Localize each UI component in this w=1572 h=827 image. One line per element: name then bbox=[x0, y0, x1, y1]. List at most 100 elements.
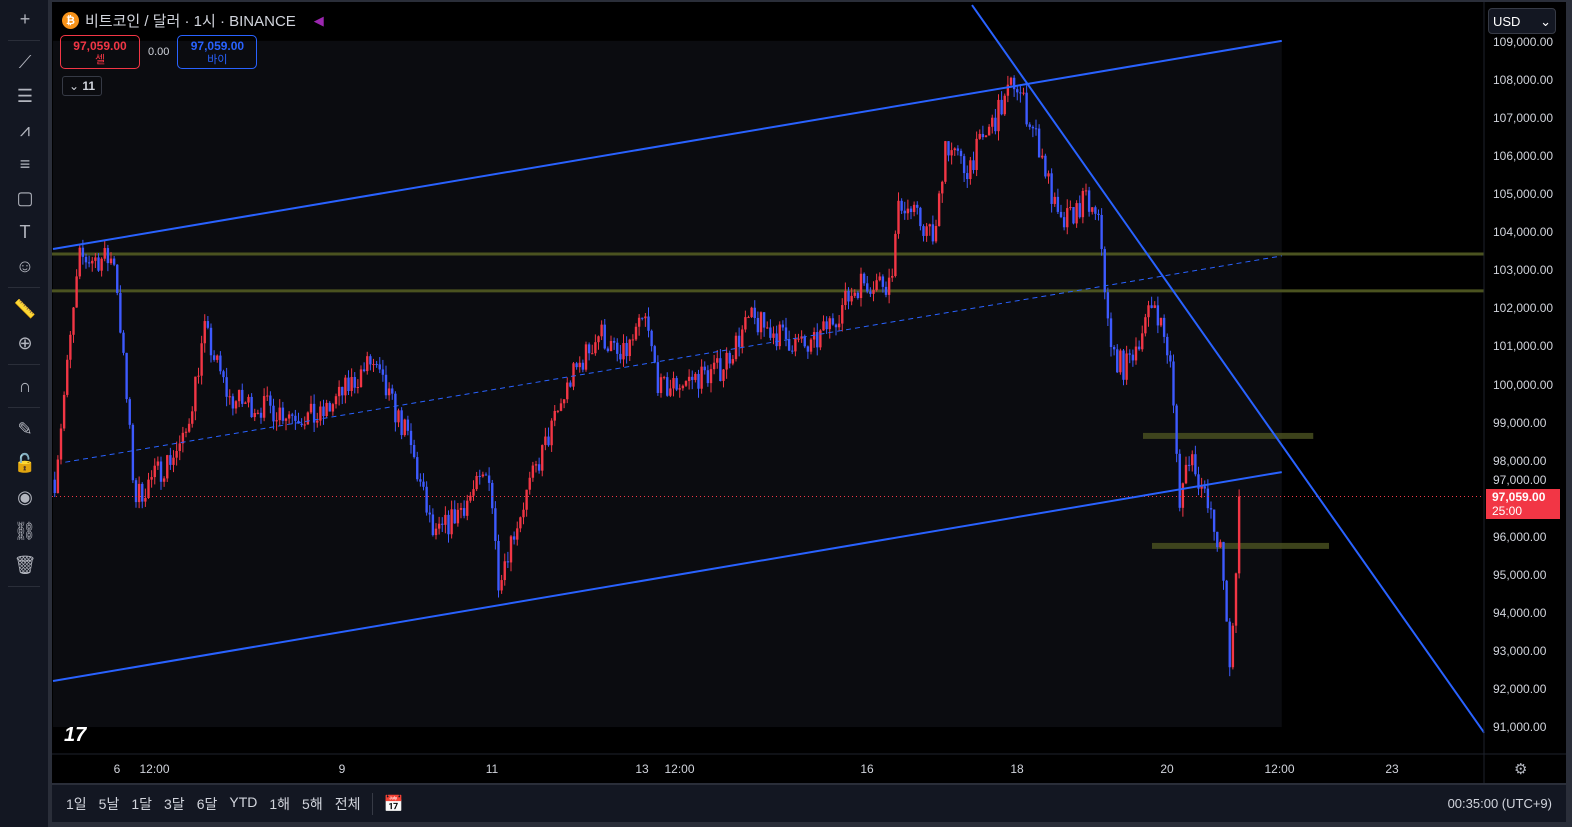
currency-select[interactable]: USD ⌄ bbox=[1488, 8, 1556, 34]
candle-body bbox=[744, 317, 747, 330]
candle-body bbox=[441, 523, 444, 525]
candle-body bbox=[1212, 509, 1216, 532]
clock[interactable]: 00:35:00 (UTC+9) bbox=[1447, 796, 1552, 811]
candle-body bbox=[909, 208, 913, 213]
shape-icon[interactable]: ▢ bbox=[16, 187, 34, 208]
trash-icon[interactable]: 🗑 bbox=[13, 554, 37, 575]
candle-body bbox=[559, 403, 563, 411]
candle-body bbox=[956, 148, 960, 151]
time-tick: 12:00 bbox=[664, 762, 695, 776]
candle-body bbox=[781, 324, 785, 328]
candle-body bbox=[206, 321, 210, 328]
lock-icon[interactable]: 🔓 bbox=[13, 452, 37, 473]
candle-body bbox=[953, 148, 956, 151]
zone-box bbox=[1143, 432, 1314, 439]
range-button[interactable]: 5해 bbox=[302, 795, 323, 812]
trend-line bbox=[52, 471, 1282, 683]
crosshair-icon[interactable]: + bbox=[19, 8, 31, 29]
fib-icon[interactable]: ☰ bbox=[16, 85, 34, 106]
candle-body bbox=[97, 257, 100, 271]
goto-date-icon[interactable]: 📅 bbox=[383, 795, 404, 813]
candle-body bbox=[928, 224, 931, 227]
share-icon[interactable]: ◀ bbox=[313, 12, 324, 28]
candle-body bbox=[1069, 207, 1072, 209]
buy-price: 97,059.00 bbox=[190, 39, 245, 53]
candle-body bbox=[975, 138, 978, 170]
zone-box bbox=[1152, 542, 1329, 549]
candle-body bbox=[141, 483, 144, 502]
range-button[interactable]: 전체 bbox=[334, 795, 361, 812]
range-button[interactable]: YTD bbox=[229, 793, 258, 810]
divider bbox=[8, 407, 40, 408]
trend-line-icon[interactable]: ⟋ bbox=[18, 51, 32, 72]
candle-body bbox=[1178, 453, 1181, 508]
candle-body bbox=[250, 396, 253, 418]
text-icon[interactable]: T bbox=[19, 221, 31, 242]
symbol-title[interactable]: 비트코인 / 달러 · 1시 · BINANCE bbox=[85, 13, 296, 30]
bitcoin-icon: ₿ bbox=[62, 12, 79, 29]
candle-body bbox=[397, 410, 400, 423]
buy-button[interactable]: 97,059.00 바이 bbox=[177, 35, 258, 69]
candle-body bbox=[394, 393, 397, 423]
candle-body bbox=[391, 388, 394, 394]
candle-body bbox=[722, 369, 725, 381]
candle-body bbox=[309, 403, 313, 413]
candle-body bbox=[406, 419, 410, 431]
candle-body bbox=[197, 375, 200, 377]
candle-body bbox=[762, 312, 766, 328]
range-button[interactable]: 6달 bbox=[196, 795, 218, 812]
candle-body bbox=[434, 528, 438, 536]
range-button[interactable]: 1일 bbox=[66, 795, 87, 812]
candle-body bbox=[687, 376, 691, 382]
range-button[interactable]: 3달 bbox=[164, 795, 185, 812]
candle-body bbox=[875, 280, 878, 291]
chart-pane[interactable]: ₿ 비트코인 / 달러 · 1시 · BINANCE ◀ 97,059.00 셀 … bbox=[52, 2, 1566, 783]
gear-icon[interactable]: ⚙ bbox=[1514, 761, 1528, 778]
forecast-icon[interactable]: ≡ bbox=[19, 153, 31, 174]
zoom-in-icon[interactable]: ⊕ bbox=[17, 332, 33, 353]
candle-body bbox=[334, 396, 338, 405]
candle-body bbox=[981, 133, 985, 138]
candle-body bbox=[584, 344, 588, 370]
candle-body bbox=[1122, 350, 1125, 380]
candle-body bbox=[812, 332, 816, 340]
candle-body bbox=[181, 432, 185, 444]
candle-body bbox=[500, 580, 503, 591]
candle-body bbox=[987, 126, 991, 136]
range-button[interactable]: 1해 bbox=[269, 795, 291, 812]
sell-button[interactable]: 97,059.00 셀 bbox=[60, 35, 140, 69]
candle-body bbox=[1144, 317, 1147, 334]
candle-body bbox=[684, 381, 688, 386]
price-tick: 95,000.00 bbox=[1493, 567, 1547, 582]
candle-body bbox=[606, 348, 610, 352]
time-tick: 12:00 bbox=[139, 762, 170, 776]
candle-body bbox=[419, 479, 422, 482]
pattern-icon[interactable]: ⩘ bbox=[19, 119, 31, 140]
eye-icon[interactable]: ◉ bbox=[17, 486, 33, 507]
candle-body bbox=[575, 363, 578, 368]
candle-body bbox=[450, 509, 453, 535]
range-button[interactable]: 5날 bbox=[98, 795, 120, 812]
link-icon[interactable]: ⛓ bbox=[13, 520, 37, 541]
tradingview-logo[interactable]: 17 bbox=[64, 724, 87, 746]
candle-body bbox=[1062, 217, 1066, 228]
candle-body bbox=[991, 117, 994, 127]
candle-body bbox=[791, 350, 794, 352]
candle-body bbox=[934, 225, 938, 242]
price-chart[interactable] bbox=[52, 2, 1566, 783]
price-tick: 91,000.00 bbox=[1493, 720, 1547, 735]
candle-body bbox=[894, 233, 897, 277]
draw-lock-icon[interactable]: ✎ bbox=[17, 418, 33, 439]
candle-body bbox=[225, 377, 228, 397]
candle-body bbox=[353, 377, 356, 388]
candle-body bbox=[534, 464, 538, 466]
indicators-toggle[interactable]: ⌄ 11 bbox=[62, 76, 103, 96]
candle-body bbox=[972, 160, 975, 170]
range-button[interactable]: 1달 bbox=[131, 795, 153, 812]
candle-body bbox=[316, 420, 319, 423]
emoji-icon[interactable]: ☺ bbox=[15, 255, 35, 276]
price-tick: 108,000.00 bbox=[1493, 73, 1554, 88]
ruler-icon[interactable]: 📏 bbox=[13, 298, 37, 319]
magnet-icon[interactable]: ∩ bbox=[18, 375, 32, 396]
candle-body bbox=[200, 343, 203, 376]
